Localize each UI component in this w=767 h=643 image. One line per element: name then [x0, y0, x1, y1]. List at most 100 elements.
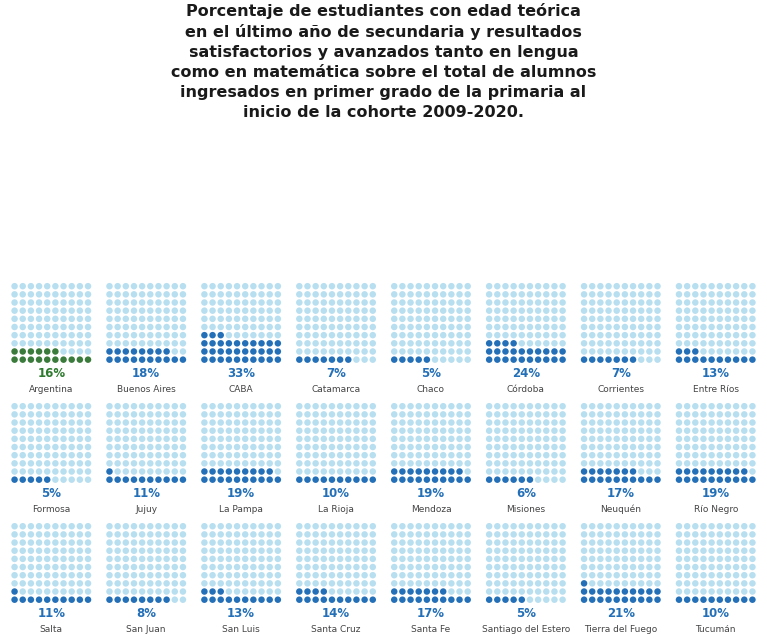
Point [706, 538, 718, 548]
Point [334, 586, 346, 597]
Point [255, 426, 268, 436]
Point [49, 314, 61, 324]
Point [586, 538, 598, 548]
Point [264, 442, 276, 452]
Point [198, 475, 210, 485]
Point [651, 322, 663, 332]
Point [673, 289, 685, 300]
Point [351, 538, 363, 548]
Point [404, 330, 416, 340]
Point [706, 347, 718, 357]
Point [82, 354, 94, 365]
Point [104, 586, 116, 597]
Point [397, 466, 409, 476]
Point [722, 529, 734, 539]
Point [746, 297, 759, 307]
Point [160, 554, 173, 564]
Point [453, 354, 466, 365]
Point [515, 578, 528, 588]
Point [722, 466, 734, 476]
Point [153, 289, 165, 300]
Point [33, 297, 45, 307]
Point [358, 417, 370, 428]
Point [293, 466, 305, 476]
Point [673, 347, 685, 357]
Point [644, 562, 656, 572]
Point [206, 570, 219, 581]
Point [429, 281, 441, 291]
Point [58, 289, 70, 300]
Point [144, 562, 156, 572]
Point [746, 538, 759, 548]
Point [627, 289, 639, 300]
Point [351, 281, 363, 291]
Point [104, 529, 116, 539]
Point [722, 330, 734, 340]
Point [160, 409, 173, 419]
Point [619, 475, 631, 485]
Point [41, 314, 54, 324]
Point [540, 354, 552, 365]
Point [153, 434, 165, 444]
Point [437, 545, 449, 556]
Point [602, 434, 614, 444]
Point [586, 554, 598, 564]
Point [690, 338, 702, 349]
Point [421, 347, 433, 357]
Point [578, 578, 590, 588]
Point [515, 554, 528, 564]
Point [462, 562, 474, 572]
Point [160, 595, 173, 605]
Point [681, 586, 693, 597]
Point [706, 322, 718, 332]
Point [326, 529, 338, 539]
Point [462, 434, 474, 444]
Point [247, 450, 259, 460]
Point [557, 450, 569, 460]
Point [722, 570, 734, 581]
Point [326, 297, 338, 307]
Point [586, 338, 598, 349]
Point [318, 442, 330, 452]
Point [462, 281, 474, 291]
Point [206, 338, 219, 349]
Point [413, 401, 425, 412]
Point [342, 354, 354, 365]
Point [388, 409, 400, 419]
Point [453, 297, 466, 307]
Point [128, 401, 140, 412]
Point [74, 314, 86, 324]
Point [215, 314, 227, 324]
Point [222, 347, 235, 357]
Point [644, 442, 656, 452]
Point [681, 330, 693, 340]
Point [602, 595, 614, 605]
Point [437, 354, 449, 365]
Point [169, 330, 181, 340]
Point [429, 554, 441, 564]
Point [635, 442, 647, 452]
Point [358, 409, 370, 419]
Point [25, 281, 37, 291]
Point [635, 562, 647, 572]
Point [255, 562, 268, 572]
Point [111, 297, 123, 307]
Point [746, 529, 759, 539]
Point [578, 466, 590, 476]
Point [524, 450, 536, 460]
Point [264, 297, 276, 307]
Point [491, 426, 503, 436]
Point [499, 347, 512, 357]
Point [706, 289, 718, 300]
Point [673, 401, 685, 412]
Point [738, 401, 750, 412]
Point [120, 305, 132, 316]
Point [429, 442, 441, 452]
Point [697, 529, 709, 539]
Point [231, 538, 243, 548]
Point [681, 281, 693, 291]
Point [264, 529, 276, 539]
Point [358, 442, 370, 452]
Point [310, 417, 322, 428]
Point [153, 347, 165, 357]
